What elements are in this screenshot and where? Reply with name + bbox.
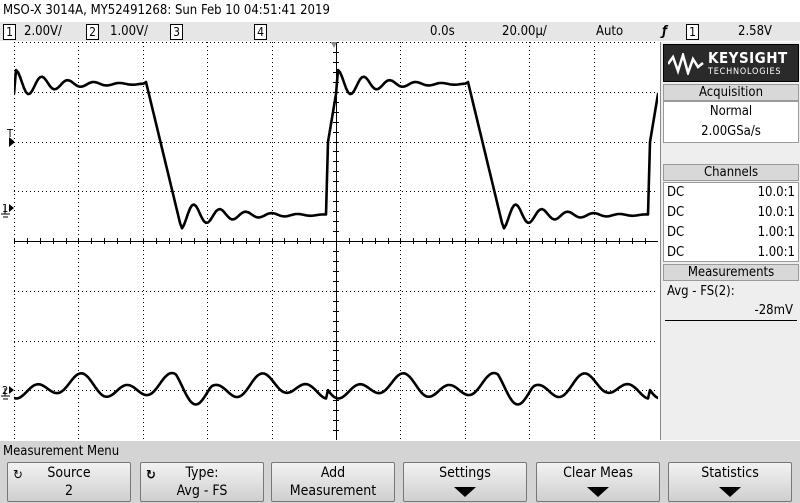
sample-rate: 2.00GSa/s (701, 124, 761, 139)
softkey-value: Measurement (289, 483, 377, 499)
ch1-trace (12, 68, 660, 230)
channel-probe: 10.0:1 (757, 185, 795, 200)
waveform-display[interactable] (12, 42, 660, 441)
rotate-knob-icon: ↻ (13, 468, 23, 483)
acquisition-mode: Normal (709, 104, 753, 119)
source-softkey[interactable]: ↻ Source 2 (7, 462, 131, 502)
wave-logo-icon (668, 53, 704, 75)
logo-sub: TECHNOLOGIES (708, 67, 782, 77)
softkey-value: 2 (64, 483, 73, 499)
softkey-label: Statistics (701, 465, 759, 481)
channel-row: DC 1.00:1 (664, 243, 798, 263)
measurements-list: Avg - FS(2): -28mV (663, 282, 799, 438)
trigger-source[interactable]: 1 (686, 24, 699, 40)
softkey-label: Source (47, 465, 91, 481)
channel-probe: 1.00:1 (757, 245, 795, 260)
keysight-logo: KEYSIGHT TECHNOLOGIES (663, 44, 799, 82)
trigger-marker: T (7, 127, 14, 140)
logo-brand: KEYSIGHT (708, 49, 788, 67)
channels-list: DC 10.0:1 DC 10.0:1 DC 1.00:1 DC 1.00:1 (663, 182, 799, 262)
rotate-knob-icon: ↻ (146, 468, 156, 483)
ch4-indicator[interactable]: 4 (254, 24, 267, 40)
statistics-softkey[interactable]: Statistics (668, 462, 792, 502)
marker-strip: T 1 2 (0, 42, 15, 440)
waveform-graticule (12, 42, 660, 441)
trigger-mode: Auto (596, 24, 624, 39)
window-title: MSO-X 3014A, MY52491268: Sun Feb 10 04:5… (3, 3, 330, 18)
softkey-label: Settings (439, 465, 491, 481)
channel-coupling: DC (667, 225, 685, 240)
acquisition-info: Normal 2.00GSa/s (663, 101, 799, 143)
ch2-indicator[interactable]: 2 (86, 24, 99, 40)
submenu-arrow-icon (587, 487, 609, 497)
channels-header: Channels (663, 164, 799, 181)
time-scale: 20.00µ/ (502, 24, 547, 39)
side-panel: KEYSIGHT TECHNOLOGIES Acquisition Normal… (660, 42, 800, 440)
measurement-value: -28mV (665, 301, 797, 321)
submenu-arrow-icon (454, 487, 476, 497)
channel-row: DC 10.0:1 (664, 203, 798, 223)
rising-edge-trigger-icon: ƒ (662, 24, 668, 39)
status-bar: 1 2.00V/ 2 1.00V/ 3 4 0.0s 20.00µ/ Auto … (0, 22, 800, 41)
softkey-value: Avg - FS (176, 483, 228, 499)
time-reference-marker (331, 42, 337, 48)
channel-row: DC 1.00:1 (664, 223, 798, 243)
ground-icon (1, 204, 14, 218)
softkey-label: Clear Meas (563, 465, 633, 481)
settings-softkey[interactable]: Settings (403, 462, 527, 502)
trigger-arrow-icon (9, 137, 15, 147)
add-measurement-softkey[interactable]: Add Measurement (271, 462, 395, 502)
ch2-scale: 1.00V/ (110, 24, 148, 39)
submenu-arrow-icon (719, 487, 741, 497)
acquisition-header: Acquisition (663, 84, 799, 101)
measurement-label: Avg - FS(2): (667, 284, 735, 299)
softkey-label: Add (320, 465, 346, 481)
softkey-label: Type: (185, 465, 219, 481)
ch1-scale: 2.00V/ (24, 24, 62, 39)
softkey-menu (0, 441, 800, 503)
time-delay: 0.0s (430, 24, 455, 39)
clear-meas-softkey[interactable]: Clear Meas (536, 462, 660, 502)
ch3-indicator[interactable]: 3 (170, 24, 183, 40)
ch1-indicator[interactable]: 1 (3, 24, 16, 40)
ground-icon (1, 386, 14, 400)
channel-coupling: DC (667, 205, 685, 220)
channel-coupling: DC (667, 245, 685, 260)
channel-row: DC 10.0:1 (664, 183, 798, 203)
measurements-header: Measurements (663, 264, 799, 281)
menu-title: Measurement Menu (3, 444, 120, 459)
channel-coupling: DC (667, 185, 685, 200)
trigger-level: 2.58V (738, 24, 773, 39)
type-softkey[interactable]: ↻ Type: Avg - FS (140, 462, 264, 502)
ch2-trace (12, 371, 660, 406)
channel-probe: 10.0:1 (757, 205, 795, 220)
channel-probe: 1.00:1 (757, 225, 795, 240)
